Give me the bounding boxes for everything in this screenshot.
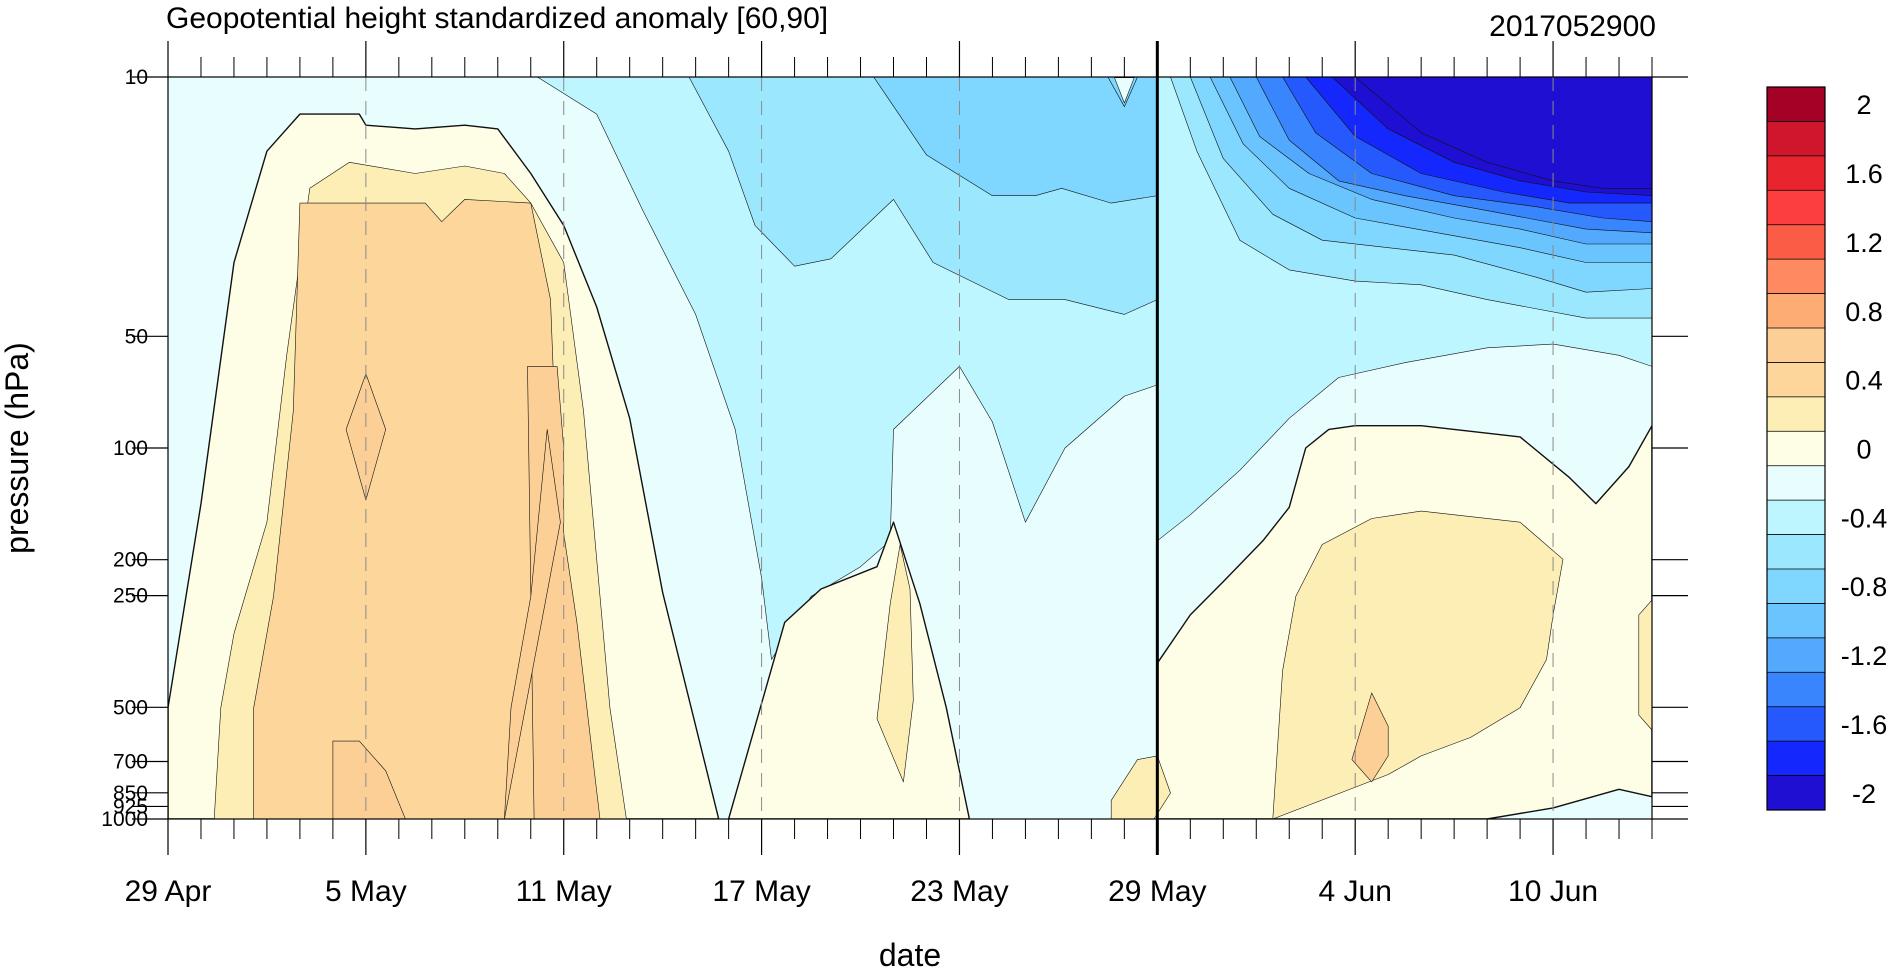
contour-region-27: [1351, 692, 1389, 783]
contour-region-13: [876, 544, 914, 783]
colorbar-label: 0: [1856, 435, 1871, 465]
colorbar-label: 2: [1856, 90, 1871, 120]
x-tick-label: 11 May: [516, 875, 612, 908]
contour-region-30: [1114, 77, 1135, 104]
date-stamp: 2017052900: [1489, 10, 1656, 43]
colorbar-frame: [1766, 86, 1826, 811]
contour-region-25: [1272, 510, 1564, 819]
colorbar-swatch: [1767, 500, 1825, 536]
contour-region-26: [1638, 599, 1652, 731]
y-tick-label: 200: [113, 549, 148, 572]
colorbar-swatch: [1767, 431, 1825, 467]
colorbar-label: -0.8: [1841, 572, 1888, 602]
x-tick-label: 23 May: [910, 875, 1008, 908]
colorbar-swatch: [1767, 224, 1825, 260]
contour-region-23: [1354, 77, 1652, 189]
x-tick-label: 5 May: [325, 875, 407, 908]
colorbar-swatch: [1767, 362, 1825, 398]
colorbar-swatch: [1767, 706, 1825, 742]
colorbar-label: 1.2: [1845, 228, 1883, 258]
colorbar-swatch: [1767, 569, 1825, 604]
colorbar-swatch: [1767, 190, 1825, 226]
y-tick-label: 700: [113, 751, 148, 774]
y-tick-label: 10: [125, 66, 148, 89]
y-tick-label: 500: [113, 696, 148, 719]
y-tick-label: 50: [125, 325, 148, 348]
contour-region-6: [504, 429, 561, 819]
colorbar-swatch: [1767, 775, 1825, 811]
x-tick-label: 17 May: [712, 875, 810, 908]
contour-region-7: [332, 740, 406, 819]
colorbar-swatch: [1767, 87, 1825, 122]
colorbar-label: -1.2: [1841, 641, 1888, 671]
colorbar-swatch: [1767, 672, 1825, 708]
colorbar-swatch: [1767, 328, 1825, 363]
colorbar-swatch: [1767, 603, 1825, 639]
contour-region-4: [345, 373, 387, 501]
colorbar-swatch: [1767, 121, 1825, 157]
x-axis-label: date: [879, 937, 941, 969]
chart-title: Geopotential height standardized anomaly…: [166, 2, 828, 35]
y-tick-label: 850: [113, 782, 148, 805]
x-tick-label: 29 Apr: [125, 875, 212, 908]
y-axis-label: pressure (hPa): [0, 342, 35, 554]
y-tick-label: 1000: [101, 808, 148, 831]
colorbar-label: 0.8: [1845, 297, 1883, 327]
y-tick-label: 250: [113, 585, 148, 608]
y-tick-label: 100: [113, 437, 148, 460]
colorbar-swatch: [1767, 155, 1825, 191]
colorbar-swatch: [1767, 741, 1825, 777]
axis-layer: 29 Apr 5 May 11 May 17 May 23 May 29 May 4 Jun…: [101, 41, 1688, 908]
colorbar-swatch: [1767, 259, 1825, 295]
x-tick-label: 10 Jun: [1508, 875, 1598, 908]
colorbar: 2 1.6 1.2 0.8 0.4 0 -0.4 -0.8 -1.2 -1.6 -2: [1766, 86, 1888, 811]
colorbar-swatch: [1767, 293, 1825, 329]
x-tick-label: 4 Jun: [1319, 875, 1392, 908]
colorbar-swatch: [1767, 465, 1825, 501]
contour-fill-layer: [168, 77, 1652, 819]
colorbar-label: 1.6: [1845, 159, 1883, 189]
colorbar-swatch: [1767, 534, 1825, 570]
colorbar-swatch: [1767, 396, 1825, 432]
colorbar-label: 0.4: [1845, 366, 1883, 396]
colorbar-swatch: [1767, 637, 1825, 673]
x-tick-label: 29 May: [1108, 875, 1206, 908]
colorbar-label: -0.4: [1841, 503, 1888, 533]
y-tick-label: 925: [113, 795, 148, 818]
colorbar-label: -1.6: [1841, 710, 1888, 740]
colorbar-label: -2: [1852, 779, 1876, 809]
